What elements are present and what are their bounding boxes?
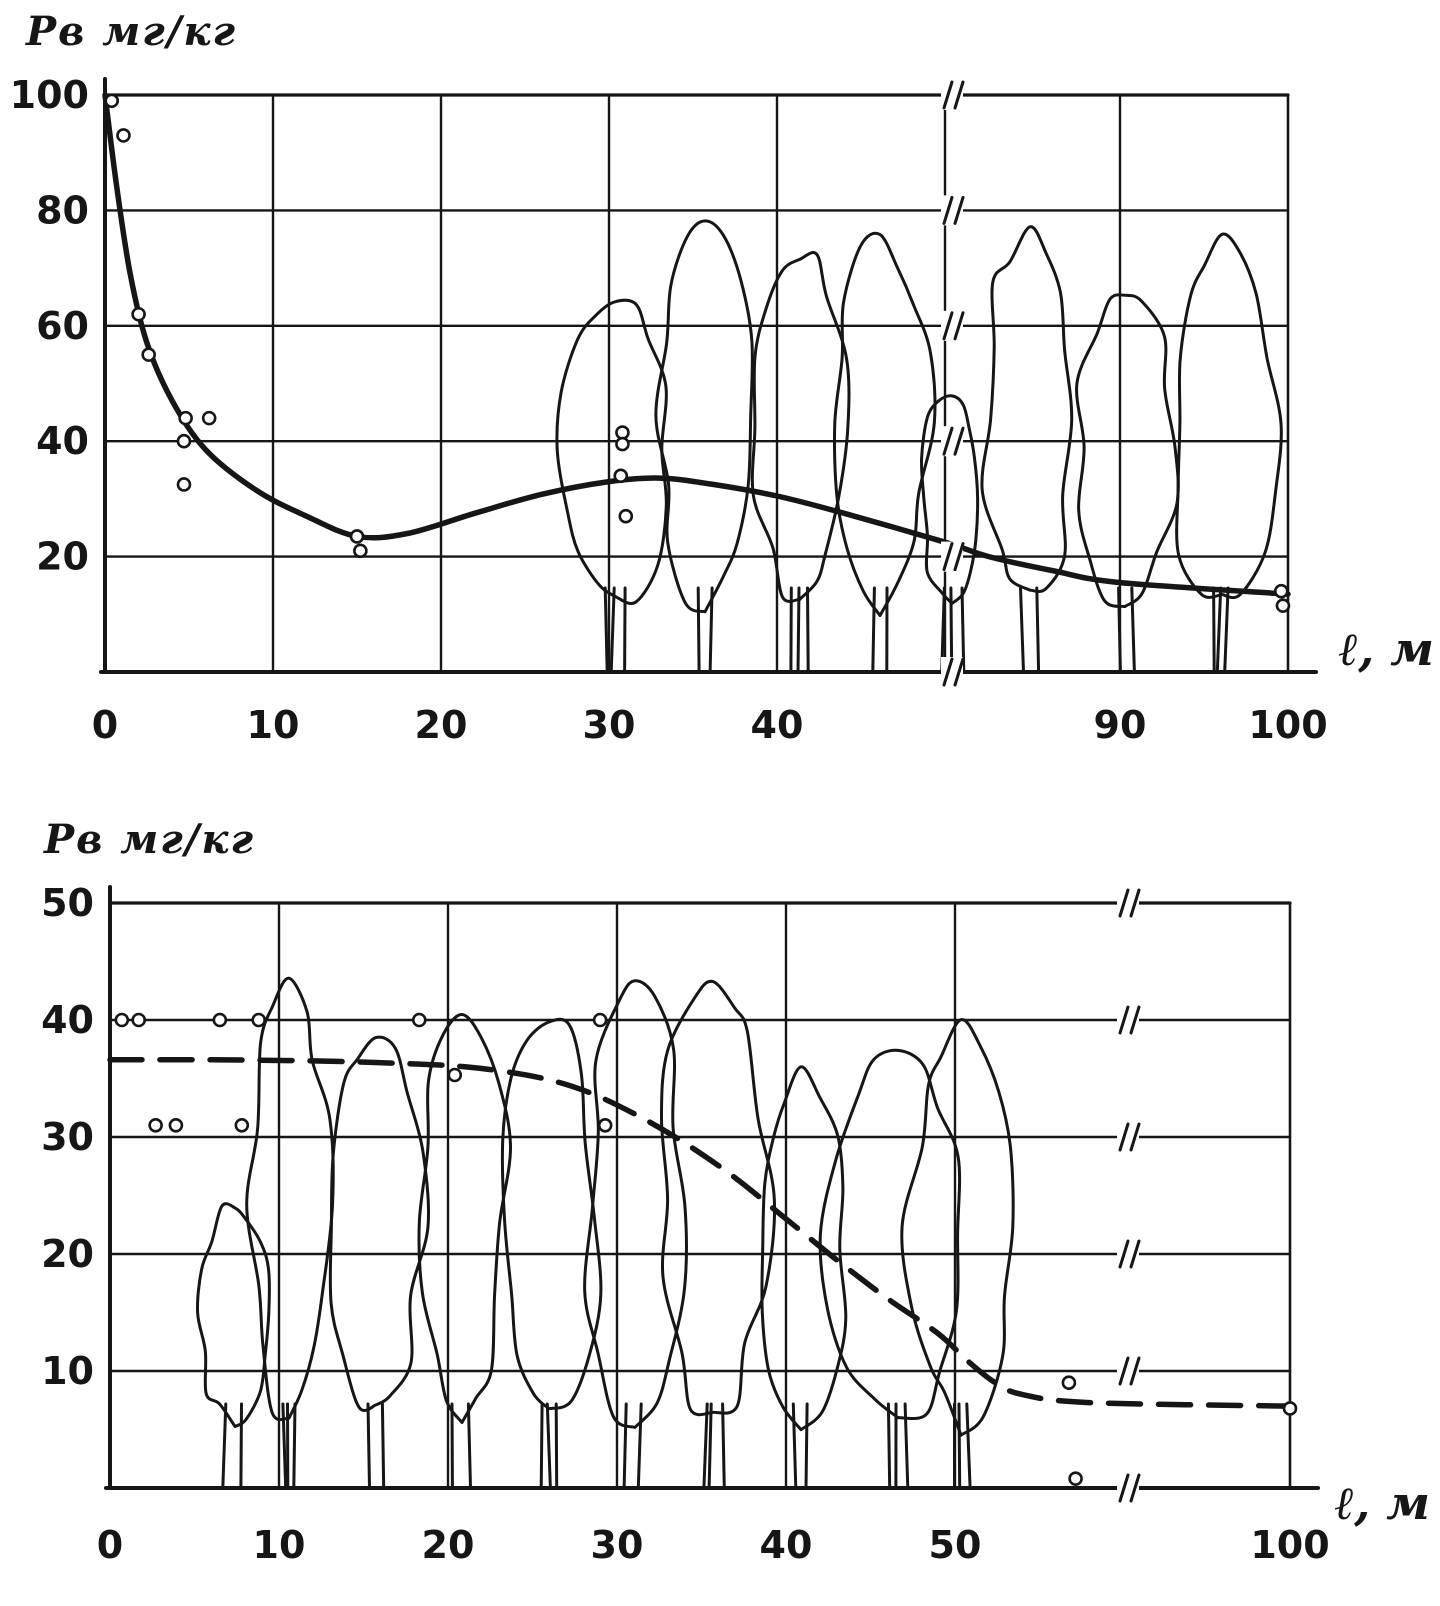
- y-axis-label-text: Рв мг/кг: [44, 816, 255, 863]
- x-axis-label: ℓ, м: [1335, 1476, 1430, 1530]
- svg-text:20: 20: [41, 1232, 94, 1276]
- svg-text:10: 10: [247, 703, 300, 747]
- svg-text:40: 40: [36, 419, 89, 463]
- svg-text:10: 10: [41, 1349, 94, 1393]
- tree-decorations: [555, 219, 1283, 674]
- svg-text:100: 100: [1250, 1523, 1329, 1567]
- chart-open-terrain-section: Рв мг/кг ℓ, м 0 10 20 30 40 90 100 20 40 60 80 100: [0, 0, 1440, 800]
- svg-text:0: 0: [92, 703, 118, 747]
- svg-text:60: 60: [36, 304, 89, 348]
- svg-text:100: 100: [10, 73, 89, 117]
- svg-text:80: 80: [36, 188, 89, 232]
- y-axis-label: Рв мг/кг: [26, 8, 237, 55]
- pb-vs-distance-chart-bottom: 0 10 20 30 40 50 100 10 20 30 40 50: [41, 881, 1330, 1567]
- chart-forest-belt-section: Рв мг/кг ℓ, м 0 10 20 30 40 50 100 10 20 30 40 50: [0, 800, 1440, 1606]
- y-axis-label: Рв мг/кг: [44, 816, 255, 863]
- x-axis-label-text: ℓ, м: [1334, 1476, 1430, 1530]
- svg-text:40: 40: [760, 1523, 813, 1567]
- svg-text:90: 90: [1094, 703, 1147, 747]
- x-axis-label-text: ℓ, м: [1338, 622, 1434, 676]
- svg-text:30: 30: [591, 1523, 644, 1567]
- svg-text:50: 50: [929, 1523, 982, 1567]
- svg-text:10: 10: [253, 1523, 306, 1567]
- svg-text:40: 40: [751, 703, 804, 747]
- svg-text:100: 100: [1248, 703, 1327, 747]
- svg-text:50: 50: [41, 881, 94, 925]
- svg-text:40: 40: [41, 998, 94, 1042]
- svg-text:20: 20: [422, 1523, 475, 1567]
- pb-vs-distance-chart-top: 0 10 20 30 40 90 100 20 40 60 80 100: [10, 73, 1328, 747]
- svg-text:0: 0: [97, 1523, 123, 1567]
- tree-decorations: [196, 976, 1015, 1490]
- svg-text:30: 30: [583, 703, 636, 747]
- svg-text:30: 30: [41, 1115, 94, 1159]
- svg-text:20: 20: [36, 535, 89, 579]
- svg-text:20: 20: [415, 703, 468, 747]
- x-axis-label: ℓ, м: [1339, 622, 1434, 676]
- y-axis-label-text: Рв мг/кг: [26, 8, 237, 55]
